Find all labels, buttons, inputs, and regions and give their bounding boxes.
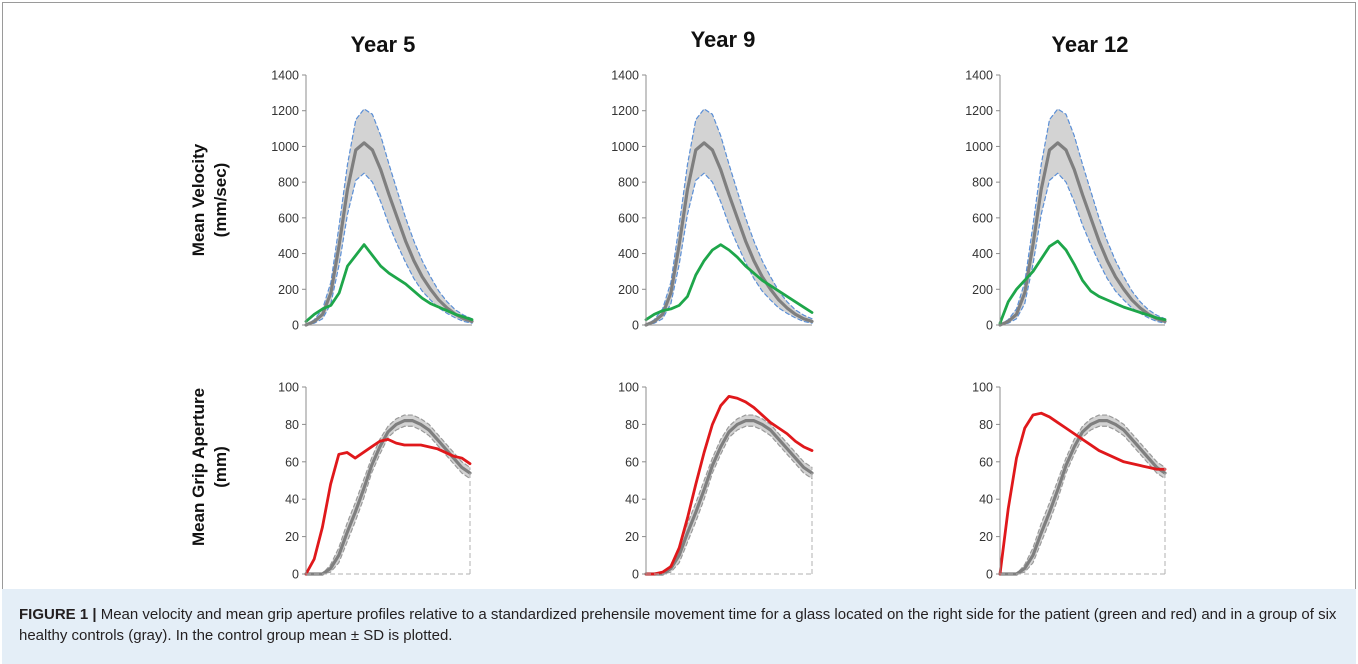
control-mean-line xyxy=(644,419,814,576)
control-mean-line xyxy=(304,419,472,576)
row-label-aperture-line2: (mm) xyxy=(211,446,230,488)
chart-panel-5: 0 20 40 60 80 100 xyxy=(618,381,814,582)
control-plus-sd-line xyxy=(305,414,471,575)
y-tick-label: 40 xyxy=(285,493,299,507)
patient-line xyxy=(644,243,814,322)
y-tick-label: 200 xyxy=(618,283,639,297)
row-label-velocity-line1: Mean Velocity xyxy=(189,143,208,256)
control-mean-line xyxy=(644,141,814,327)
y-tick-label: 40 xyxy=(979,493,993,507)
control-plus-sd-line xyxy=(645,414,813,575)
control-plus-sd-line xyxy=(999,108,1166,326)
y-tick-label: 0 xyxy=(986,319,993,333)
y-tick-label: 40 xyxy=(625,493,639,507)
row-label-aperture: Mean Grip Aperture (mm) xyxy=(189,388,230,546)
chart-panel-1: 0 200 400 600 800 1000 1200 1400 xyxy=(271,69,474,333)
control-minus-sd-line xyxy=(305,172,473,326)
y-tick-label: 100 xyxy=(278,381,299,395)
y-tick-label: 1200 xyxy=(611,104,639,118)
patient-line xyxy=(304,243,474,323)
y-tick-label: 0 xyxy=(986,568,993,582)
chart-panel-3: 0 200 400 600 800 1000 1200 1400 xyxy=(965,69,1167,333)
control-minus-sd-line xyxy=(999,172,1166,326)
y-tick-label: 800 xyxy=(278,176,299,190)
y-tick-label: 1200 xyxy=(271,104,299,118)
y-tick-label: 1000 xyxy=(271,140,299,154)
row-label-velocity-line2: (mm/sec) xyxy=(211,163,230,238)
y-tick-label: 600 xyxy=(618,211,639,225)
y-tick-label: 60 xyxy=(979,455,993,469)
patient-line xyxy=(998,411,1167,576)
figure-panels: Year 5 Year 9 Year 12 Mean Velocity (mm/… xyxy=(189,27,1167,582)
control-sd-band xyxy=(1000,108,1165,325)
y-tick-label: 800 xyxy=(972,176,993,190)
column-title-year5: Year 5 xyxy=(351,32,416,57)
y-tick-label: 1400 xyxy=(271,69,299,83)
figure-caption: FIGURE 1 | Mean velocity and mean grip a… xyxy=(19,604,1339,646)
patient-line xyxy=(304,437,472,576)
y-tick-label: 400 xyxy=(618,247,639,261)
row-label-velocity: Mean Velocity (mm/sec) xyxy=(189,143,230,256)
y-tick-label: 1000 xyxy=(965,140,993,154)
column-title-year9: Year 9 xyxy=(691,27,756,52)
figure-label: FIGURE 1 | xyxy=(19,606,97,623)
chart-panels: 0200400600800100012001400020040060080010… xyxy=(271,69,1167,582)
y-tick-label: 20 xyxy=(979,530,993,544)
control-sd-band xyxy=(646,415,812,574)
control-minus-sd-line xyxy=(645,172,813,326)
y-tick-label: 1200 xyxy=(965,104,993,118)
caption-box xyxy=(2,589,1356,664)
y-tick-label: 800 xyxy=(618,176,639,190)
chart-panel-6: 0 20 40 60 80 100 xyxy=(972,381,1167,582)
control-minus-sd-line xyxy=(999,425,1166,575)
control-sd-band xyxy=(306,108,472,325)
y-tick-label: 20 xyxy=(625,530,639,544)
chart-panel-4: 0 20 40 60 80 100 xyxy=(278,381,472,582)
y-tick-label: 400 xyxy=(278,247,299,261)
control-mean-line xyxy=(304,141,474,327)
y-tick-label: 1000 xyxy=(611,140,639,154)
y-tick-label: 0 xyxy=(292,568,299,582)
control-mean-line xyxy=(998,419,1167,576)
y-tick-label: 600 xyxy=(972,211,993,225)
y-tick-label: 1400 xyxy=(965,69,993,83)
y-tick-label: 600 xyxy=(278,211,299,225)
control-plus-sd-line xyxy=(999,414,1166,575)
column-title-year12: Year 12 xyxy=(1051,32,1128,57)
y-tick-label: 80 xyxy=(979,418,993,432)
chart-panel-2: 0 200 400 600 800 1000 1200 1400 xyxy=(611,69,814,333)
y-tick-label: 400 xyxy=(972,247,993,261)
y-tick-label: 0 xyxy=(632,319,639,333)
control-plus-sd-line xyxy=(645,108,813,326)
y-tick-label: 80 xyxy=(285,418,299,432)
control-minus-sd-line xyxy=(645,425,813,575)
y-tick-label: 0 xyxy=(292,319,299,333)
y-tick-label: 200 xyxy=(972,283,993,297)
row-label-aperture-line1: Mean Grip Aperture xyxy=(189,388,208,546)
y-tick-label: 100 xyxy=(972,381,993,395)
y-tick-label: 80 xyxy=(625,418,639,432)
control-plus-sd-line xyxy=(305,108,473,326)
control-sd-band xyxy=(646,108,812,325)
patient-line xyxy=(998,239,1167,325)
y-tick-label: 1400 xyxy=(611,69,639,83)
caption-text: Mean velocity and mean grip aperture pro… xyxy=(19,606,1337,644)
y-tick-label: 0 xyxy=(632,568,639,582)
y-tick-label: 100 xyxy=(618,381,639,395)
y-tick-label: 60 xyxy=(625,455,639,469)
y-tick-label: 200 xyxy=(278,283,299,297)
patient-line xyxy=(644,394,814,576)
y-tick-label: 60 xyxy=(285,455,299,469)
y-tick-label: 20 xyxy=(285,530,299,544)
